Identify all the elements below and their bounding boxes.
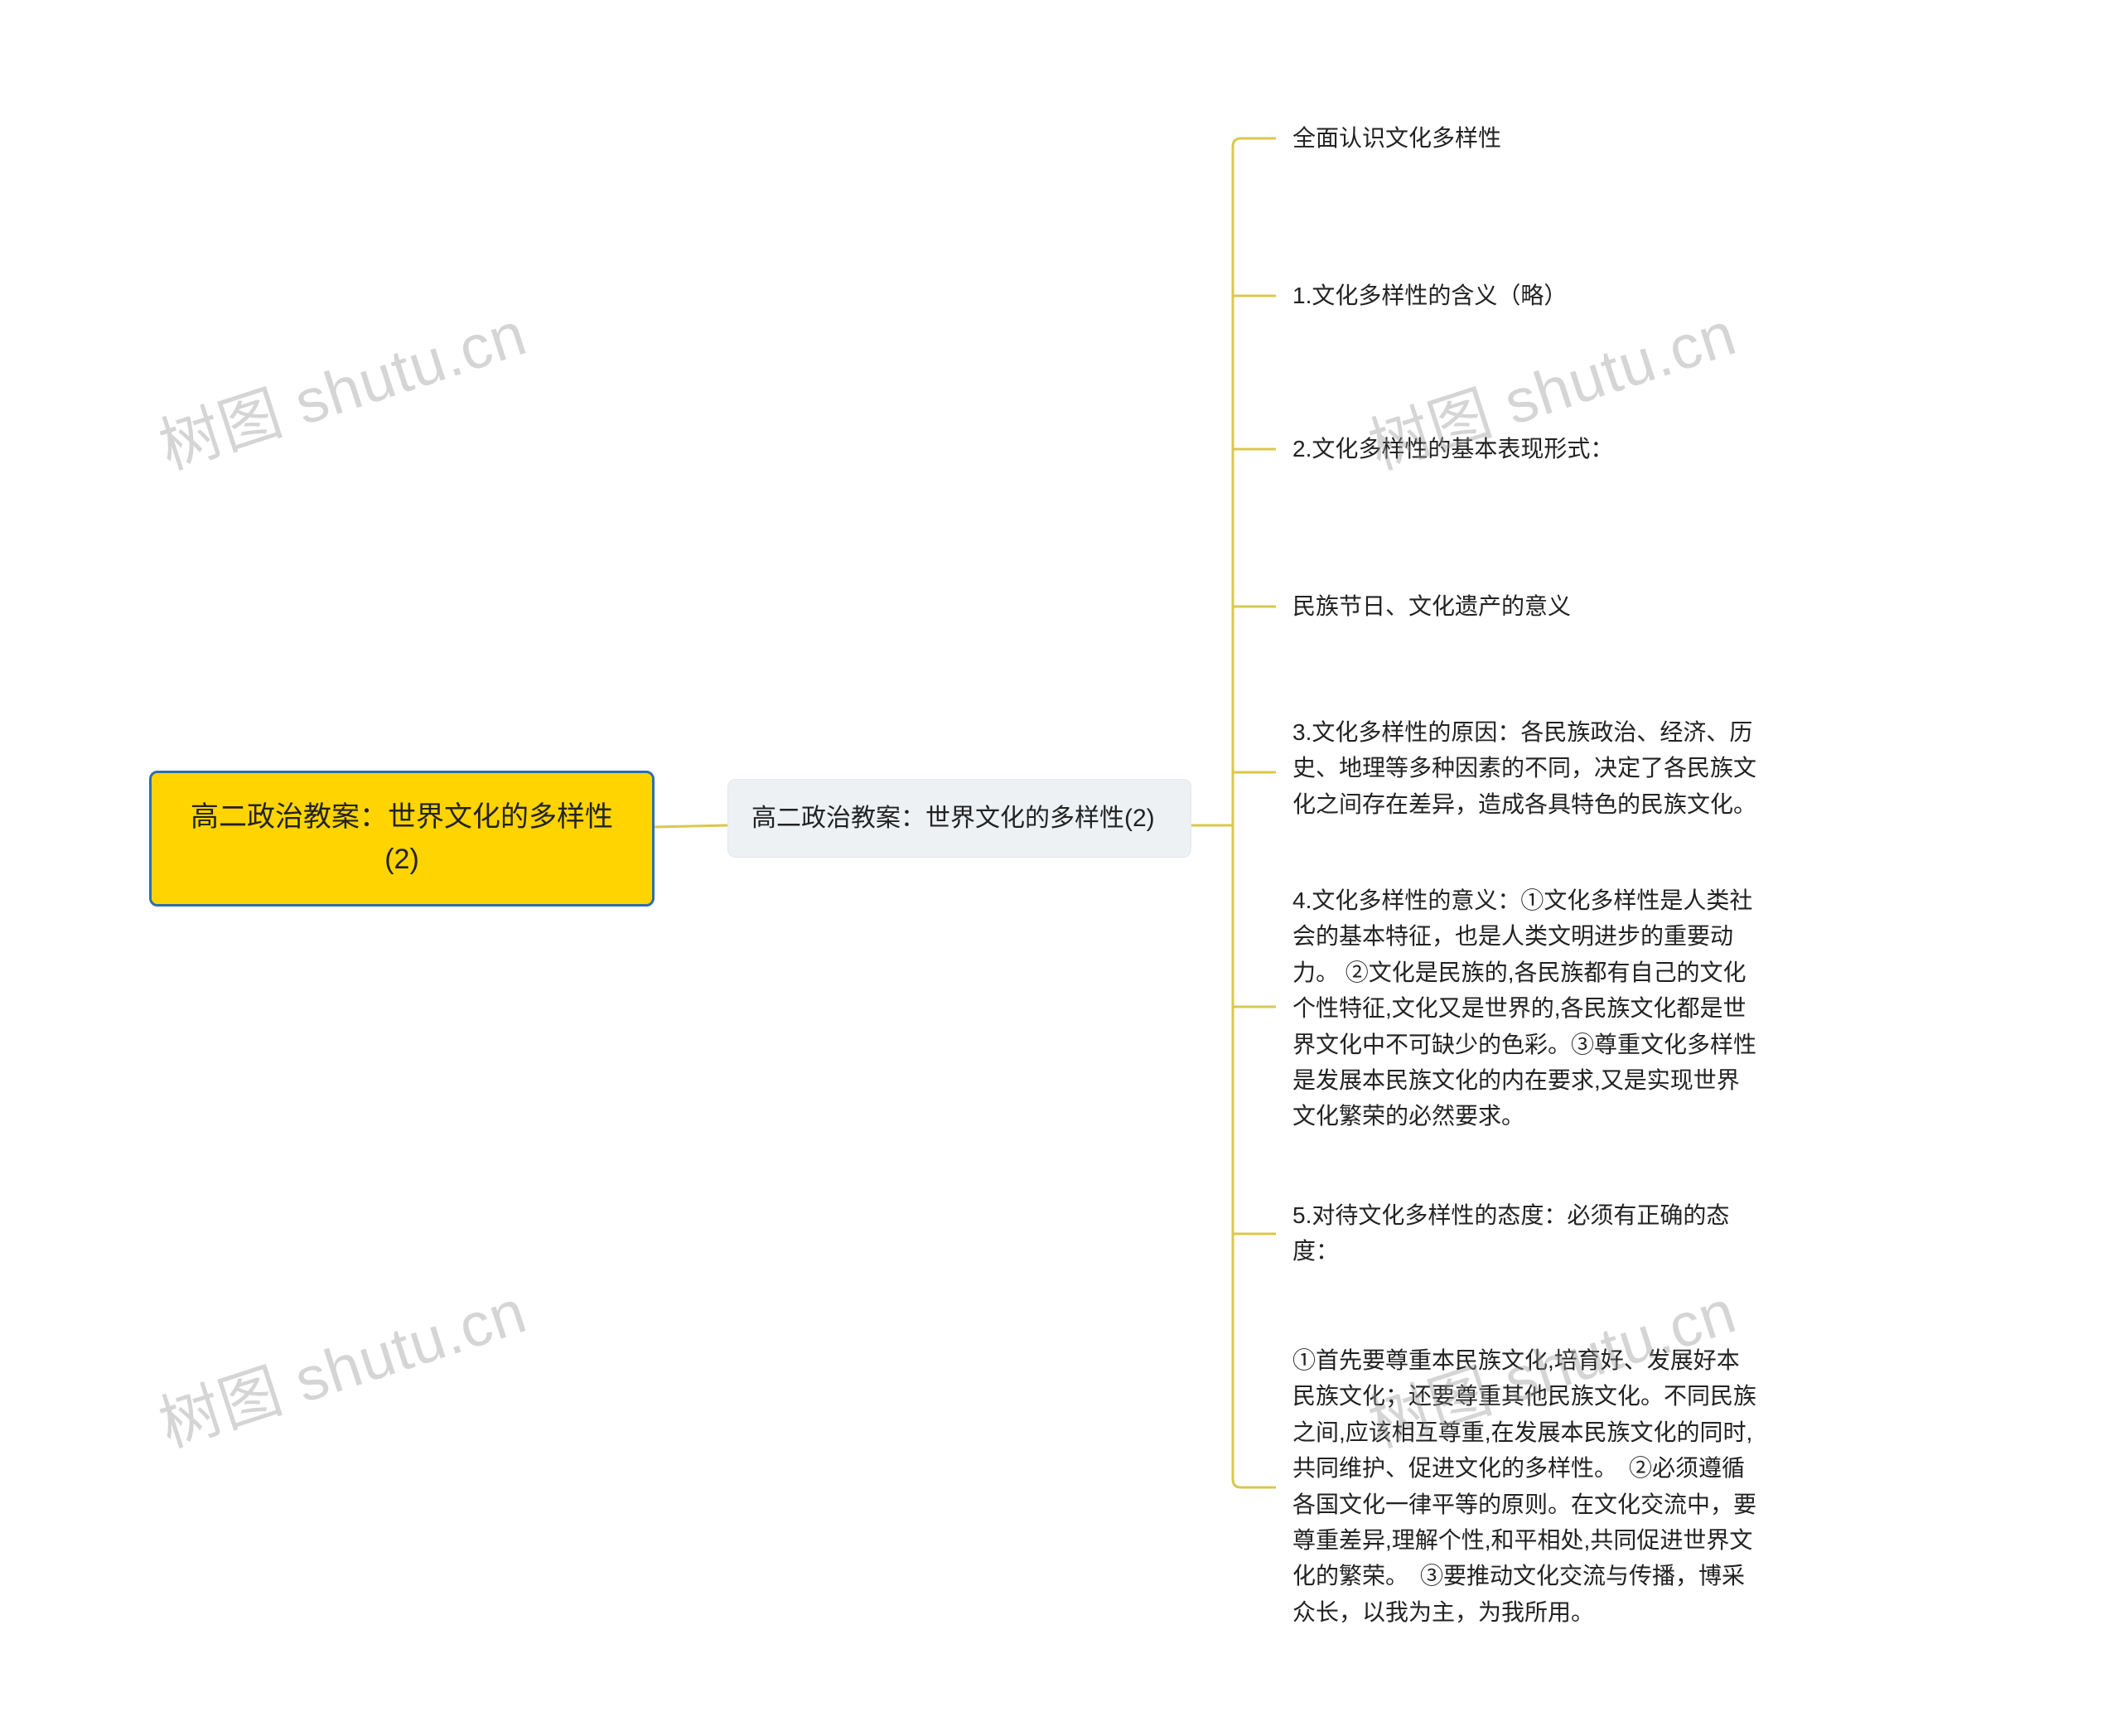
watermark-text: 树图 shutu.cn <box>151 1276 534 1459</box>
leaf-label: 3.文化多样性的原因：各民族政治、经济、历史、地理等多种因素的不同，决定了各民族… <box>1292 719 1756 817</box>
mid-node[interactable]: 高二政治教案：世界文化的多样性(2) <box>727 779 1191 858</box>
mindmap-canvas: 高二政治教案：世界文化的多样性(2) 高二政治教案：世界文化的多样性(2) 全面… <box>0 0 2121 1736</box>
leaf-label: 2.文化多样性的基本表现形式： <box>1292 436 1613 462</box>
leaf-node-2[interactable]: 2.文化多样性的基本表现形式： <box>1292 431 1756 467</box>
leaf-node-0[interactable]: 全面认识文化多样性 <box>1292 120 1756 156</box>
leaf-node-7[interactable]: ①首先要尊重本民族文化,培育好、发展好本民族文化；还要尊重其他民族文化。不同民族… <box>1292 1342 1756 1630</box>
leaf-label: 1.文化多样性的含义（略） <box>1292 283 1567 308</box>
leaf-node-3[interactable]: 民族节日、文化遗产的意义 <box>1292 588 1756 624</box>
leaf-label: 全面认识文化多样性 <box>1292 125 1501 151</box>
leaf-label: 5.对待文化多样性的态度：必须有正确的态度： <box>1292 1202 1729 1264</box>
leaf-label: ①首先要尊重本民族文化,培育好、发展好本民族文化；还要尊重其他民族文化。不同民族… <box>1292 1347 1756 1625</box>
leaf-label: 民族节日、文化遗产的意义 <box>1292 593 1571 619</box>
leaf-node-4[interactable]: 3.文化多样性的原因：各民族政治、经济、历史、地理等多种因素的不同，决定了各民族… <box>1292 714 1756 822</box>
root-node[interactable]: 高二政治教案：世界文化的多样性(2) <box>149 771 655 907</box>
leaf-node-1[interactable]: 1.文化多样性的含义（略） <box>1292 278 1756 313</box>
leaf-node-6[interactable]: 5.对待文化多样性的态度：必须有正确的态度： <box>1292 1197 1756 1269</box>
root-label: 高二政治教案：世界文化的多样性(2) <box>191 801 613 875</box>
leaf-label: 4.文化多样性的意义：①文化多样性是人类社会的基本特征，也是人类文明进步的重要动… <box>1292 887 1756 1129</box>
watermark-text: 树图 shutu.cn <box>151 298 534 481</box>
watermark-2: 树图 shutu.cn <box>147 1262 536 1464</box>
leaf-node-5[interactable]: 4.文化多样性的意义：①文化多样性是人类社会的基本特征，也是人类文明进步的重要动… <box>1292 883 1756 1134</box>
mid-label: 高二政治教案：世界文化的多样性(2) <box>751 805 1155 832</box>
watermark-0: 树图 shutu.cn <box>147 284 536 486</box>
